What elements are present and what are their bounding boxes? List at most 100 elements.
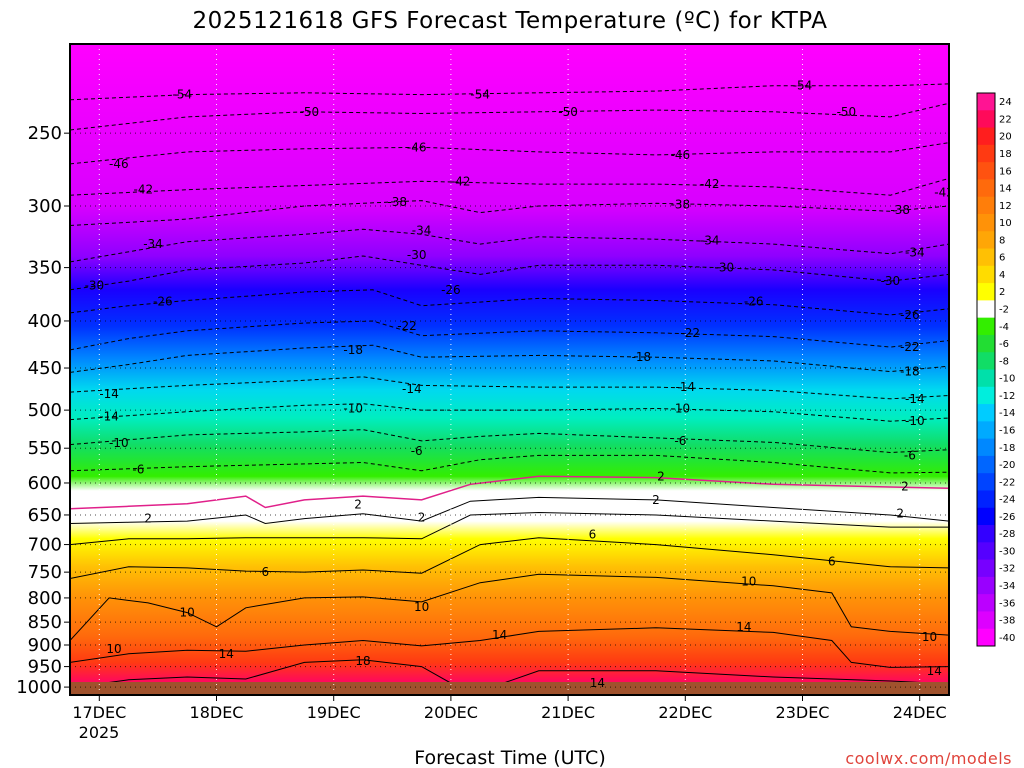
contour-label: -34 <box>905 246 925 260</box>
colorbar-swatch <box>977 438 995 457</box>
contour-label: 2 <box>418 510 426 524</box>
x-tick-label: 19DEC <box>307 703 361 722</box>
x-tick-label: 20DEC <box>424 703 478 722</box>
contour-label: 14 <box>736 620 751 634</box>
x-axis-ticks: 17DEC 18DEC 19DEC 20DEC 21DEC 22DEC 23DEC 24DEC <box>72 695 947 722</box>
colorbar-swatch <box>977 594 995 612</box>
y-tick-label: 400 <box>28 311 62 332</box>
colorbar-label: -8 <box>999 356 1009 367</box>
colorbar-label: -32 <box>999 564 1015 575</box>
contour-label: 6 <box>828 554 836 568</box>
y-tick-label: 650 <box>28 505 62 526</box>
contour-label: -38 <box>671 198 691 212</box>
y-tick-label: 700 <box>28 535 62 556</box>
contour-label: -18 <box>343 343 363 357</box>
colorbar-swatch <box>977 542 995 561</box>
contour-label: -22 <box>397 319 417 333</box>
y-tick-label: 850 <box>28 612 62 633</box>
contour-label: -30 <box>407 248 427 262</box>
contour-label: -26 <box>441 283 461 297</box>
contour-label: -22 <box>900 340 920 354</box>
isotherm-line <box>70 255 949 291</box>
plot-area: -54 -54-54-50 -50 -50-46-46-46-46-42-42 -42-… <box>70 44 954 695</box>
contour-label: -42 <box>451 174 471 188</box>
y-tick-label: 350 <box>28 258 62 279</box>
x-tick-label: 24DEC <box>893 703 947 722</box>
y-tick-label: 600 <box>28 473 62 494</box>
isotherm-line <box>70 376 949 400</box>
contour-label: -46 <box>109 157 129 171</box>
contour-label: -6 <box>904 448 916 462</box>
dotted-grid <box>70 44 949 695</box>
colorbar-label: 8 <box>999 235 1005 246</box>
colorbar-label: -2 <box>999 305 1009 316</box>
colorbar-swatch <box>977 334 995 353</box>
colorbar-label: -20 <box>999 460 1015 471</box>
y-tick-label: 250 <box>28 123 62 144</box>
colorbar-swatch <box>977 369 995 388</box>
contour-label: 2 <box>896 507 904 521</box>
isotherm-line <box>70 344 949 373</box>
contour-label: -54 <box>470 88 490 102</box>
contour-label: 14 <box>219 647 234 661</box>
isotherm-line <box>70 320 949 351</box>
contour-label: -26 <box>744 295 764 309</box>
contour-label: -6 <box>132 462 144 476</box>
isotherm-line <box>70 429 949 454</box>
contour-label: -14 <box>675 380 695 394</box>
isotherm-line <box>70 454 949 474</box>
isotherm-line <box>70 200 949 226</box>
contour-label: -42 <box>934 186 954 200</box>
x-tick-label: 22DEC <box>658 703 712 722</box>
contour-label: -54 <box>172 88 192 102</box>
contour-label: -10 <box>905 414 925 428</box>
colorbar-swatch <box>977 421 995 440</box>
contour-label: -14 <box>402 382 422 396</box>
contour-label: 2 <box>354 497 362 511</box>
contour-label: 10 <box>922 630 937 644</box>
contour-label: -34 <box>412 224 432 238</box>
credit-link[interactable]: coolwx.com/models <box>845 749 1012 768</box>
contour-label: 2 <box>144 512 152 526</box>
contour-label: -38 <box>890 203 910 217</box>
isotherm-line <box>70 573 949 641</box>
colorbar-swatch <box>977 507 995 526</box>
isotherm-line <box>70 496 949 525</box>
colorbar-label: -4 <box>999 322 1009 333</box>
x-axis-label: Forecast Time (UTC) <box>414 747 605 768</box>
colorbar-swatch <box>977 127 995 146</box>
colorbar-label: 10 <box>999 218 1012 229</box>
contour-label: 10 <box>106 642 121 656</box>
contour-label: -10 <box>109 436 129 450</box>
colorbar-label: -26 <box>999 512 1015 523</box>
contour-label: -14 <box>99 387 119 401</box>
colorbar-label: -12 <box>999 391 1015 402</box>
colorbar-label: -28 <box>999 529 1015 540</box>
colorbar-swatch <box>977 490 995 509</box>
contour-label: -26 <box>153 295 173 309</box>
y-tick-label: 450 <box>28 358 62 379</box>
x-tick-label: 18DEC <box>190 703 244 722</box>
colorbar-swatch <box>977 196 995 215</box>
colorbar-label: 24 <box>999 97 1012 108</box>
contour-labels: -54 -54-54-50 -50 -50-46-46-46-46-42-42 -42-… <box>85 79 954 690</box>
contour-label: -54 <box>793 79 813 93</box>
isotherm-line <box>70 142 949 165</box>
colorbar-label: -24 <box>999 495 1015 506</box>
plot-frame <box>69 43 950 696</box>
contour-label: -6 <box>674 434 686 448</box>
contour-label: -50 <box>558 105 578 119</box>
colorbar-label: -18 <box>999 443 1015 454</box>
colorbar-label: 12 <box>999 201 1012 212</box>
isotherm-line <box>70 537 949 579</box>
contour-label: 14 <box>927 664 942 678</box>
contour-label: -42 <box>133 183 153 197</box>
colorbar-swatch <box>977 179 995 198</box>
colorbar-label: 20 <box>999 132 1012 143</box>
colorbar-swatch <box>977 144 995 163</box>
contour-label: -30 <box>85 279 105 293</box>
contour-label: 10 <box>741 575 756 589</box>
colorbar-swatch <box>977 231 995 250</box>
contour-label: -50 <box>299 105 319 119</box>
